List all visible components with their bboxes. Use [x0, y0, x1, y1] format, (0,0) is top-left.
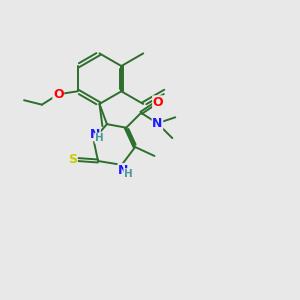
Text: O: O — [53, 88, 64, 101]
Text: S: S — [68, 153, 77, 166]
Text: N: N — [118, 164, 128, 177]
Text: H: H — [124, 169, 133, 179]
Text: N: N — [152, 117, 163, 130]
Text: N: N — [90, 128, 100, 141]
Text: H: H — [95, 133, 104, 143]
Text: O: O — [153, 96, 163, 109]
